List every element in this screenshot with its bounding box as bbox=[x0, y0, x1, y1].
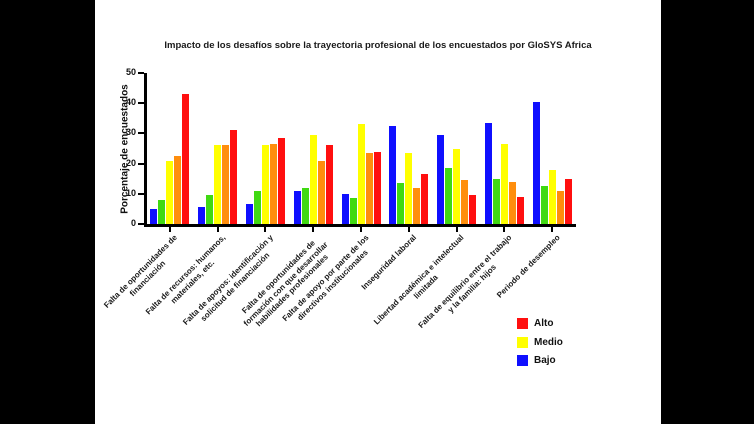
bar-series3-cat3 bbox=[317, 160, 325, 224]
bar-series4-cat8 bbox=[564, 178, 572, 224]
x-tick-mark bbox=[216, 227, 219, 232]
bar-series3-cat4 bbox=[365, 153, 373, 224]
bar-series2-cat1 bbox=[214, 145, 222, 224]
bar-series1-cat4 bbox=[349, 198, 357, 224]
bar-series2-cat2 bbox=[261, 145, 269, 224]
bar-series0-cat4 bbox=[341, 193, 349, 224]
bar-series2-cat7 bbox=[500, 143, 508, 224]
legend-label-alto: Alto bbox=[534, 318, 554, 329]
bar-series0-cat6 bbox=[437, 134, 445, 224]
bar-series0-cat3 bbox=[293, 190, 301, 224]
x-tick-mark bbox=[360, 227, 362, 232]
bar-series2-cat6 bbox=[453, 148, 461, 224]
x-tick-mark bbox=[551, 227, 554, 232]
bar-series0-cat1 bbox=[198, 207, 206, 224]
bar-series1-cat1 bbox=[206, 195, 214, 224]
bar-series0-cat0 bbox=[150, 208, 158, 224]
bar-series3-cat5 bbox=[413, 187, 421, 224]
bar-series1-cat0 bbox=[158, 199, 166, 224]
y-tick-label: 10 bbox=[125, 187, 136, 198]
bar-series4-cat7 bbox=[516, 196, 524, 224]
bar-series1-cat6 bbox=[445, 168, 453, 224]
y-tick-mark bbox=[138, 192, 144, 195]
legend-item-bajo: Bajo bbox=[517, 355, 597, 367]
x-tick-mark bbox=[264, 227, 267, 232]
bar-series4-cat2 bbox=[277, 137, 285, 224]
y-tick-mark bbox=[138, 162, 144, 165]
y-tick-label: 40 bbox=[125, 97, 136, 108]
chart-title: Impacto de los desafíos sobre la trayect… bbox=[164, 40, 592, 51]
bar-series4-cat0 bbox=[182, 94, 190, 224]
y-tick-mark bbox=[138, 102, 144, 105]
bar-series4-cat5 bbox=[421, 174, 429, 224]
bar-series2-cat8 bbox=[548, 169, 556, 224]
bar-series3-cat7 bbox=[508, 181, 516, 224]
bar-series1-cat2 bbox=[253, 190, 261, 224]
legend-item-alto: Alto bbox=[517, 318, 597, 330]
y-tick-mark bbox=[138, 223, 144, 225]
bar-series2-cat5 bbox=[405, 153, 413, 224]
x-tick-mark bbox=[455, 227, 458, 232]
y-tick-label: 50 bbox=[125, 67, 136, 77]
y-axis-line bbox=[144, 73, 147, 227]
y-tick-mark bbox=[138, 72, 144, 74]
legend-swatch-bajo bbox=[517, 355, 528, 366]
bar-series3-cat1 bbox=[222, 145, 230, 224]
bar-series4-cat3 bbox=[325, 145, 333, 224]
bar-series0-cat8 bbox=[532, 101, 540, 224]
y-tick-label: 30 bbox=[125, 127, 136, 138]
y-tick-label: 0 bbox=[130, 218, 136, 228]
x-axis-line bbox=[144, 224, 576, 227]
bar-series3-cat8 bbox=[556, 190, 564, 224]
bar-series1-cat5 bbox=[397, 183, 405, 224]
bar-series2-cat3 bbox=[309, 134, 317, 224]
x-tick-mark bbox=[407, 227, 410, 232]
x-tick-mark bbox=[503, 227, 506, 232]
bar-series1-cat3 bbox=[301, 187, 309, 224]
bar-series0-cat7 bbox=[484, 122, 492, 224]
bar-series4-cat1 bbox=[230, 130, 238, 224]
bar-series1-cat8 bbox=[540, 186, 548, 224]
y-tick-mark bbox=[138, 132, 144, 135]
legend-item-medio: Medio bbox=[517, 337, 597, 349]
bar-series0-cat5 bbox=[389, 125, 397, 224]
x-tick-mark bbox=[312, 227, 315, 232]
bar-series3-cat6 bbox=[461, 180, 469, 224]
bar-series2-cat0 bbox=[166, 160, 174, 224]
bar-series3-cat0 bbox=[174, 156, 182, 224]
legend-swatch-medio bbox=[517, 337, 528, 348]
bar-series0-cat2 bbox=[245, 204, 253, 224]
legend-swatch-alto bbox=[517, 318, 528, 329]
legend-label-bajo: Bajo bbox=[534, 355, 556, 366]
bar-series4-cat4 bbox=[373, 151, 381, 224]
bar-series4-cat6 bbox=[469, 195, 477, 224]
bar-series3-cat2 bbox=[269, 143, 277, 224]
legend-label-medio: Medio bbox=[534, 337, 563, 348]
x-tick-mark bbox=[168, 227, 171, 232]
y-tick-label: 20 bbox=[125, 157, 136, 168]
bar-series1-cat7 bbox=[492, 178, 500, 224]
bar-series2-cat4 bbox=[357, 124, 365, 224]
